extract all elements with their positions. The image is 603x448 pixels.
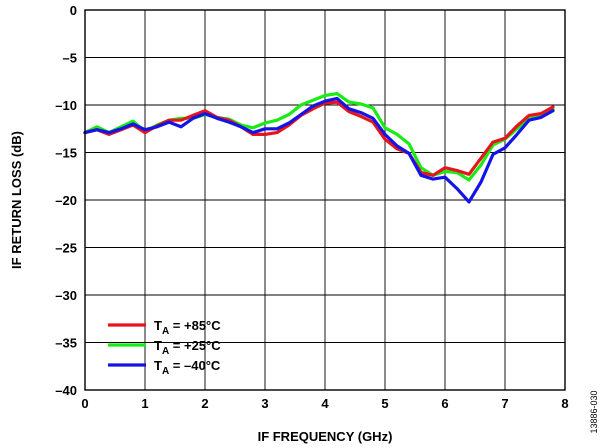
y-tick-label: –35 <box>55 336 77 351</box>
x-tick-label: 2 <box>201 396 208 411</box>
x-tick-label: 7 <box>501 396 508 411</box>
x-tick-label: 3 <box>261 396 268 411</box>
figure-id-label: 13886-030 <box>589 390 599 433</box>
x-tick-label: 1 <box>141 396 148 411</box>
x-axis-title: IF FREQUENCY (GHz) <box>258 429 393 444</box>
y-tick-labels: 0 –5 –10 –15 –20 –25 –30 –35 –40 <box>55 3 77 398</box>
legend: TA = +85°CTA = +25°CTA = –40°C <box>108 318 221 377</box>
y-tick-label: –25 <box>55 241 77 256</box>
series-line <box>83 96 555 204</box>
y-tick-label: –40 <box>55 383 77 398</box>
x-tick-label: 0 <box>81 396 88 411</box>
legend-label: TA = +25°C <box>154 338 221 357</box>
y-tick-label: –5 <box>63 51 77 66</box>
y-tick-label: –15 <box>55 146 77 161</box>
x-tick-label: 4 <box>321 396 329 411</box>
x-tick-label: 8 <box>561 396 568 411</box>
y-tick-label: 0 <box>70 3 77 18</box>
legend-label: TA = –40°C <box>154 358 221 377</box>
x-tick-labels: 0 1 2 3 4 5 6 7 8 <box>81 396 568 411</box>
y-axis-title: IF RETURN LOSS (dB) <box>9 131 24 269</box>
y-tick-label: –10 <box>55 98 77 113</box>
plot-frame <box>84 9 566 391</box>
x-tick-label: 5 <box>381 396 388 411</box>
legend-label: TA = +85°C <box>154 318 221 337</box>
x-tick-label: 6 <box>441 396 448 411</box>
data-series <box>83 91 555 204</box>
y-tick-label: –20 <box>55 193 77 208</box>
y-tick-label: –30 <box>55 288 77 303</box>
